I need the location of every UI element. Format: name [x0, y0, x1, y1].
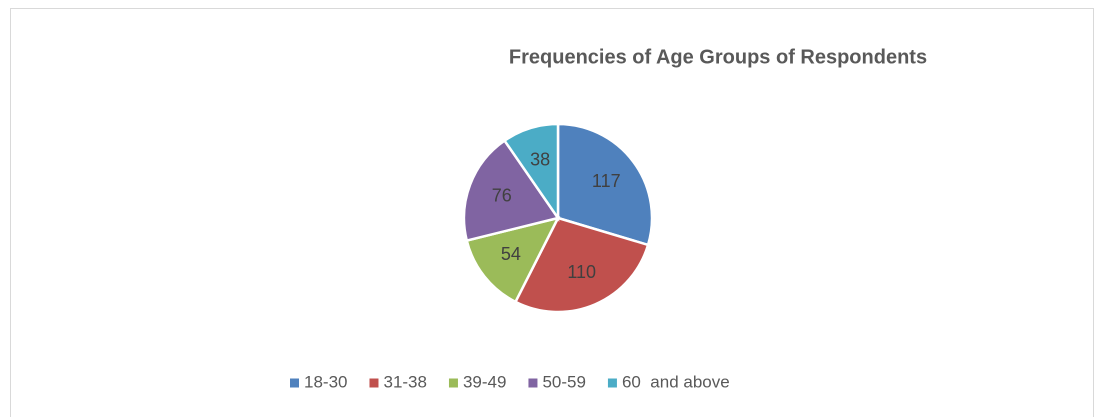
chart-title: Frequencies of Age Groups of Respondents [509, 46, 927, 68]
pie-slice [465, 216, 561, 304]
data-label: 76 [492, 185, 512, 205]
legend-swatch [528, 378, 538, 388]
legend-label: 60 and above [622, 372, 730, 391]
legend-swatch [369, 378, 379, 388]
data-label: 38 [530, 149, 550, 169]
data-label: 117 [592, 171, 621, 191]
legend-label: 39-49 [463, 372, 506, 391]
legend-swatch [607, 378, 617, 388]
pie-slice [462, 138, 561, 243]
legend-label: 18-30 [304, 372, 347, 391]
data-label: 54 [501, 244, 521, 264]
legend-label: 31-38 [383, 372, 426, 391]
pie-slice [502, 122, 560, 223]
legend-swatch [448, 378, 458, 388]
data-label: 110 [567, 262, 596, 282]
pie-slice [556, 122, 654, 247]
pie-slice [513, 216, 650, 314]
legend-label: 50-59 [542, 372, 585, 391]
legend-swatch [290, 378, 299, 388]
